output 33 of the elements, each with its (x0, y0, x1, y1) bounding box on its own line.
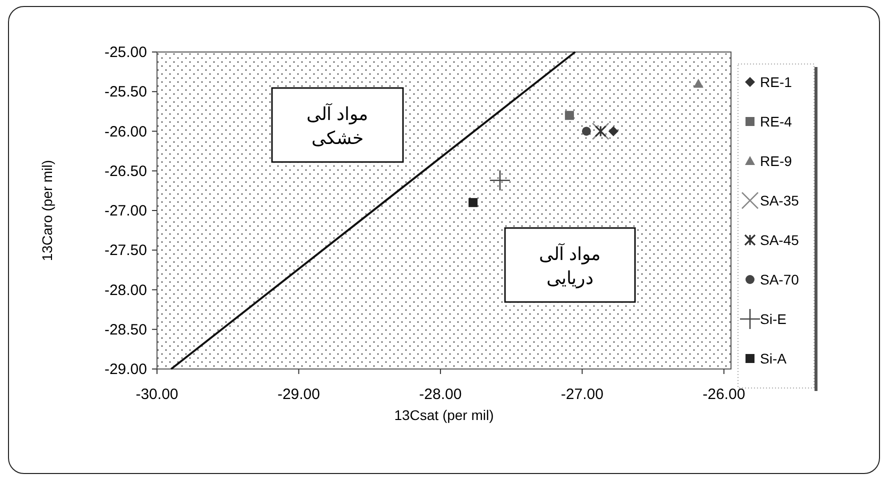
point (489, 170, 511, 192)
legend-label: RE-1 (760, 74, 792, 90)
y-tick-label: -26.50 (104, 162, 147, 180)
y-tick-label: -26.00 (104, 123, 147, 140)
legend-label: SA-70 (760, 272, 800, 288)
y-tick-label: -25.50 (104, 84, 147, 101)
point (468, 198, 478, 208)
y-tick-label: -27.50 (104, 242, 147, 260)
legend-label: RE-9 (760, 153, 792, 169)
point (594, 125, 606, 138)
legend-label: SA-45 (760, 232, 800, 248)
y-tick-label: -27.00 (104, 202, 147, 220)
y-axis-title: 13Caro (per mil) (39, 160, 55, 262)
y-tick-label: -25.00 (104, 44, 147, 61)
y-tick-label: -28.00 (104, 282, 147, 299)
point (608, 126, 618, 136)
x-axis-title: 13Csat (per mil) (394, 407, 494, 423)
annotation: مواد آلی خشکی (306, 103, 369, 148)
y-tick-label: -29.00 (104, 361, 147, 378)
legend-label: RE-4 (760, 114, 792, 130)
y-tick-label: -28.50 (104, 321, 147, 338)
legend-label: SA-35 (760, 192, 800, 208)
point (564, 110, 574, 120)
x-tick-label: -29.00 (277, 386, 320, 403)
x-tick-label: -30.00 (136, 386, 178, 403)
annotation: مواد آلی دریایی (538, 243, 602, 289)
point (582, 126, 591, 136)
point (693, 78, 704, 88)
x-tick-label: -26.00 (702, 386, 746, 403)
legend-label: Si-A (760, 350, 788, 366)
x-tick-label: -28.00 (419, 386, 462, 403)
x-tick-label: -27.00 (560, 386, 604, 403)
legend-label: Si-E (760, 311, 786, 327)
